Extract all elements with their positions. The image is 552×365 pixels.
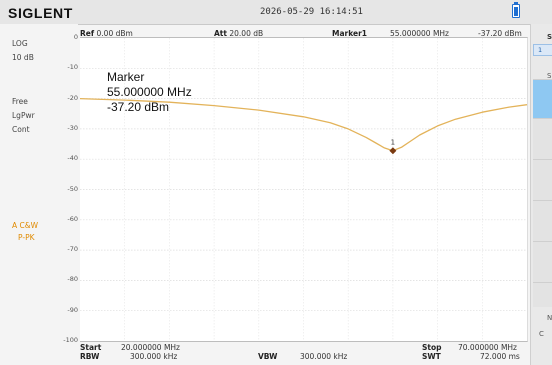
trace-line [79, 97, 528, 152]
marker-label: Marker1 [332, 29, 368, 38]
softkey-button-6[interactable] [533, 282, 552, 307]
rbw-value: 300.000 kHz [130, 352, 178, 361]
marker-diamond[interactable] [389, 147, 397, 155]
y-tick-label: 0 [73, 33, 78, 41]
marker-select-box[interactable]: 1 [533, 44, 552, 56]
y-tick-label: -20 [67, 93, 78, 102]
softkey-button-2[interactable] [533, 118, 552, 159]
battery-terminal [514, 2, 518, 4]
softkey-button-3[interactable] [533, 159, 552, 200]
marker-readout-level: -37.20 dBm [107, 100, 170, 114]
graph-header: Ref 0.00 dBm Att 20.00 dB Marker1 55.000… [78, 26, 528, 40]
scale-per-division: 10 dB [12, 53, 34, 62]
y-tick-label: -50 [67, 184, 78, 193]
spectrum-trace [79, 97, 528, 152]
softkey-label-2: S [547, 72, 552, 80]
marker-readout-title: Marker [107, 70, 145, 84]
top-status-bar: SIGLENT 2026-05-29 16:14:51 [0, 0, 552, 25]
softkey-button-1[interactable] [533, 79, 552, 118]
trace-a-status: A C&W [12, 221, 39, 230]
stop-label: Stop [422, 343, 442, 352]
softkey-button-4[interactable] [533, 200, 552, 241]
ref-level-value: 0.00 dBm [96, 29, 133, 38]
scale-type: LOG [12, 39, 28, 48]
ref-label: Ref [80, 29, 95, 38]
graph-grid [80, 38, 527, 341]
vbw-value: 300.000 kHz [300, 352, 348, 361]
bottom-status-bar: Start 20.000000 MHz RBW 300.000 kHz VBW … [78, 341, 530, 365]
detector-mode: LgPwr [12, 111, 35, 120]
trigger-mode: Free [12, 97, 28, 106]
brand-logo: SIGLENT [8, 5, 73, 21]
measurement-status-panel: LOG 10 dB Free LgPwr Cont A C&W P-PK [0, 24, 78, 365]
marker-readout: Marker 55.000000 MHz -37.20 dBm [107, 70, 217, 115]
battery-icon [512, 2, 520, 18]
y-tick-label: -60 [67, 214, 78, 223]
softkey-label-3: N [547, 314, 552, 322]
y-tick-label: -100 [63, 336, 78, 344]
softkey-title: S [547, 33, 552, 41]
softkey-panel: S 1 S N C [530, 24, 552, 365]
y-tick-label: -10 [67, 63, 78, 72]
marker-number-label: 1 [391, 139, 395, 147]
start-label: Start [80, 343, 102, 352]
swt-label: SWT [422, 352, 441, 361]
marker-layer: 1 [389, 139, 397, 155]
trace-detector-status: P-PK [18, 233, 35, 242]
y-tick-label: -90 [67, 305, 78, 314]
marker-readout-frequency: 55.000000 MHz [107, 85, 192, 99]
attenuation-value: 20.00 dB [229, 29, 264, 38]
vbw-label: VBW [258, 352, 278, 361]
sweep-mode: Cont [12, 125, 30, 134]
marker-select-value: 1 [538, 46, 543, 54]
att-label: Att [214, 29, 227, 38]
marker-frequency: 55.000000 MHz [390, 29, 449, 38]
softkey-label-4: C [539, 330, 544, 338]
battery-level [514, 7, 518, 16]
spectrum-graph[interactable]: 1 [79, 37, 528, 342]
stop-frequency: 70.000000 MHz [458, 343, 517, 352]
sweep-time: 72.000 ms [480, 352, 520, 361]
spectrum-plot[interactable]: 1 [79, 38, 528, 341]
y-tick-label: -80 [67, 275, 78, 284]
date-time: 2026-05-29 16:14:51 [260, 7, 363, 17]
start-frequency: 20.000000 MHz [121, 343, 180, 352]
y-tick-label: -70 [67, 245, 78, 254]
y-tick-label: -30 [67, 123, 78, 132]
softkey-button-5[interactable] [533, 241, 552, 282]
y-tick-label: -40 [67, 154, 78, 163]
marker-level: -37.20 dBm [478, 29, 522, 38]
rbw-label: RBW [80, 352, 100, 361]
